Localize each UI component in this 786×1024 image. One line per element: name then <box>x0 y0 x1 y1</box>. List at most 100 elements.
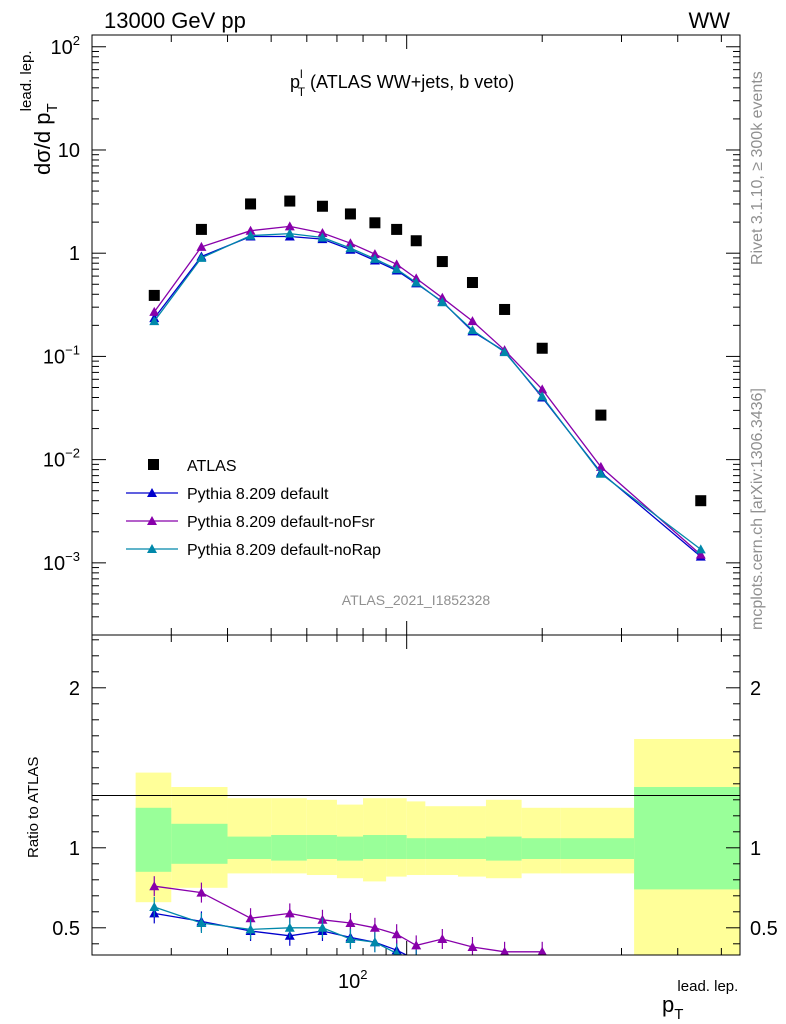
data-point-pythia-8-209-default-norap <box>499 347 510 357</box>
legend-label-default: Pythia 8.209 default <box>187 486 329 503</box>
ratio-plot-frame <box>91 634 741 956</box>
inner-uncertainty-band <box>560 838 635 859</box>
ratio-point-pythia-8-209-default-norap <box>245 924 256 934</box>
data-point-atlas <box>344 208 356 220</box>
data-point-pythia-8-209-default-norap <box>345 243 356 253</box>
main-y-axis-label: dσ/d pTlead. lep. <box>18 50 61 175</box>
data-point-atlas <box>499 303 511 315</box>
data-point-pythia-8-209-default-nofsr <box>391 259 402 269</box>
inner-uncertainty-band <box>425 838 458 859</box>
legend-label-atlas: ATLAS <box>187 458 237 475</box>
data-point-pythia-8-209-default-norap <box>695 544 706 554</box>
ratio-y-axis-label: Ratio to ATLAS <box>25 757 42 858</box>
data-point-pythia-8-209-default-norap <box>196 252 207 262</box>
inner-uncertainty-band <box>227 836 272 859</box>
inner-uncertainty-band <box>521 838 561 859</box>
analysis-watermark: ATLAS_2021_I1852328 <box>342 592 491 608</box>
legend-marker-norap <box>147 544 157 553</box>
data-point-pythia-8-209-default-nofsr <box>196 241 207 251</box>
ratio-point-pythia-8-209-default-nofsr <box>537 946 547 955</box>
ratio-y-tick-label-right: 2 <box>750 678 761 700</box>
ratio-y-tick-label-right: 0.5 <box>750 918 778 940</box>
data-point-atlas <box>316 200 328 212</box>
ratio-point-pythia-8-209-default-norap <box>345 934 356 943</box>
ratio-point-pythia-8-209-default-norap <box>467 971 477 980</box>
data-point-atlas <box>391 223 403 235</box>
ratio-line-pythia-8-209-default-norap <box>154 906 404 955</box>
data-point-atlas <box>466 277 478 289</box>
inner-uncertainty-band <box>336 836 364 861</box>
ratio-point-pythia-8-209-default-norap <box>437 963 447 972</box>
header-left-label: 13000 GeV pp <box>104 8 246 33</box>
ratio-point-pythia-8-209-default-nofsr <box>437 934 448 943</box>
inner-uncertainty-band <box>363 835 387 859</box>
main-y-tick-labels: 10−3 10−2 10−1 1 10 102 <box>43 33 80 575</box>
data-point-pythia-8-209-default-nofsr <box>284 221 295 231</box>
ratio-point-pythia-8-209-default-norap <box>537 982 547 991</box>
data-point-pythia-8-209-default-nofsr <box>345 238 356 248</box>
ratio-point-pythia-8-209-default-norap <box>392 948 401 955</box>
inner-uncertainty-band <box>634 787 740 890</box>
data-point-pythia-8-209-default-nofsr <box>149 306 160 316</box>
data-point-pythia-8-209-default-norap <box>245 230 256 240</box>
ratio-point-pythia-8-209-default <box>437 963 447 972</box>
ratio-point-pythia-8-209-default-nofsr <box>391 929 402 939</box>
main-y-tick-label: 10−1 <box>43 342 80 368</box>
series-line-pythia-8-209-default-nofsr <box>153 225 702 556</box>
main-y-tick-label: 10 <box>58 140 80 162</box>
data-point-pythia-8-209-default-norap <box>149 316 160 326</box>
plot-title: pl T (ATLAS WW+jets, b veto) <box>290 67 514 99</box>
data-point-pythia-8-209-default-norap <box>411 277 422 287</box>
data-point-atlas <box>148 289 160 301</box>
ratio-point-pythia-8-209-default-nofsr <box>500 946 510 955</box>
data-point-atlas <box>536 342 548 354</box>
ratio-point-pythia-8-209-default <box>416 954 417 955</box>
series-line-pythia-8-209-default <box>153 235 702 558</box>
data-point-pythia-8-209-default-norap <box>391 264 402 274</box>
inner-uncertainty-band <box>406 838 426 859</box>
data-point-pythia-8-209-default-norap <box>537 391 548 401</box>
ratio-point-pythia-8-209-default <box>696 995 706 1004</box>
ratio-point-pythia-8-209-default-norap <box>369 937 380 947</box>
ratio-y-tick-label-left: 0.5 <box>52 918 80 940</box>
data-point-atlas <box>369 217 381 229</box>
main-y-tick-label: 10−2 <box>43 446 80 472</box>
inner-uncertainty-band <box>485 836 522 861</box>
main-axis-ticks <box>91 35 740 636</box>
ratio-y-tick-label-left: 1 <box>69 838 80 860</box>
ratio-point-pythia-8-209-default-norap <box>596 988 606 997</box>
data-point-pythia-8-209-default-nofsr <box>467 316 478 326</box>
ratio-point-pythia-8-209-default-nofsr <box>467 942 478 951</box>
main-series-group <box>148 195 707 561</box>
ratio-series-group <box>149 876 706 1004</box>
ratio-point-pythia-8-209-default-norap <box>500 976 510 985</box>
data-point-pythia-8-209-default-norap <box>369 253 380 263</box>
main-y-tick-label: 10−3 <box>43 549 80 575</box>
data-point-pythia-8-209-default-nofsr <box>595 461 606 471</box>
inner-uncertainty-band <box>457 838 486 859</box>
ratio-point-pythia-8-209-default-nofsr <box>149 881 160 891</box>
ratio-point-pythia-8-209-default-nofsr <box>411 940 422 950</box>
ratio-line-pythia-8-209-default <box>154 912 408 955</box>
data-point-atlas <box>410 235 422 247</box>
main-y-tick-label: 102 <box>51 33 80 59</box>
ratio-point-pythia-8-209-default-nofsr <box>245 913 256 923</box>
data-point-pythia-8-209-default-norap <box>467 325 478 335</box>
ratio-point-pythia-8-209-default <box>596 990 606 999</box>
ratio-point-pythia-8-209-default-norap <box>149 902 160 911</box>
outer-uncertainty-band <box>227 798 272 874</box>
data-point-atlas <box>195 223 207 235</box>
data-point-pythia-8-209-default-nofsr <box>695 549 706 559</box>
x-tick-label-100: 102 <box>338 967 367 993</box>
ratio-y-tick-labels: 0.5 0.5 1 1 2 2 <box>52 678 778 940</box>
ratio-point-pythia-8-209-default-nofsr <box>196 887 207 897</box>
ratio-point-pythia-8-209-default <box>537 984 547 993</box>
legend-label-norap: Pythia 8.209 default-noRap <box>187 542 381 559</box>
ratio-point-pythia-8-209-default-nofsr <box>345 918 356 927</box>
main-y-tick-label: 1 <box>69 243 80 265</box>
inner-uncertainty-band <box>135 807 172 872</box>
legend-marker-nofsr <box>147 516 157 525</box>
ratio-point-pythia-8-209-default-norap <box>284 922 295 932</box>
data-point-pythia-8-209-default-nofsr <box>537 384 548 394</box>
